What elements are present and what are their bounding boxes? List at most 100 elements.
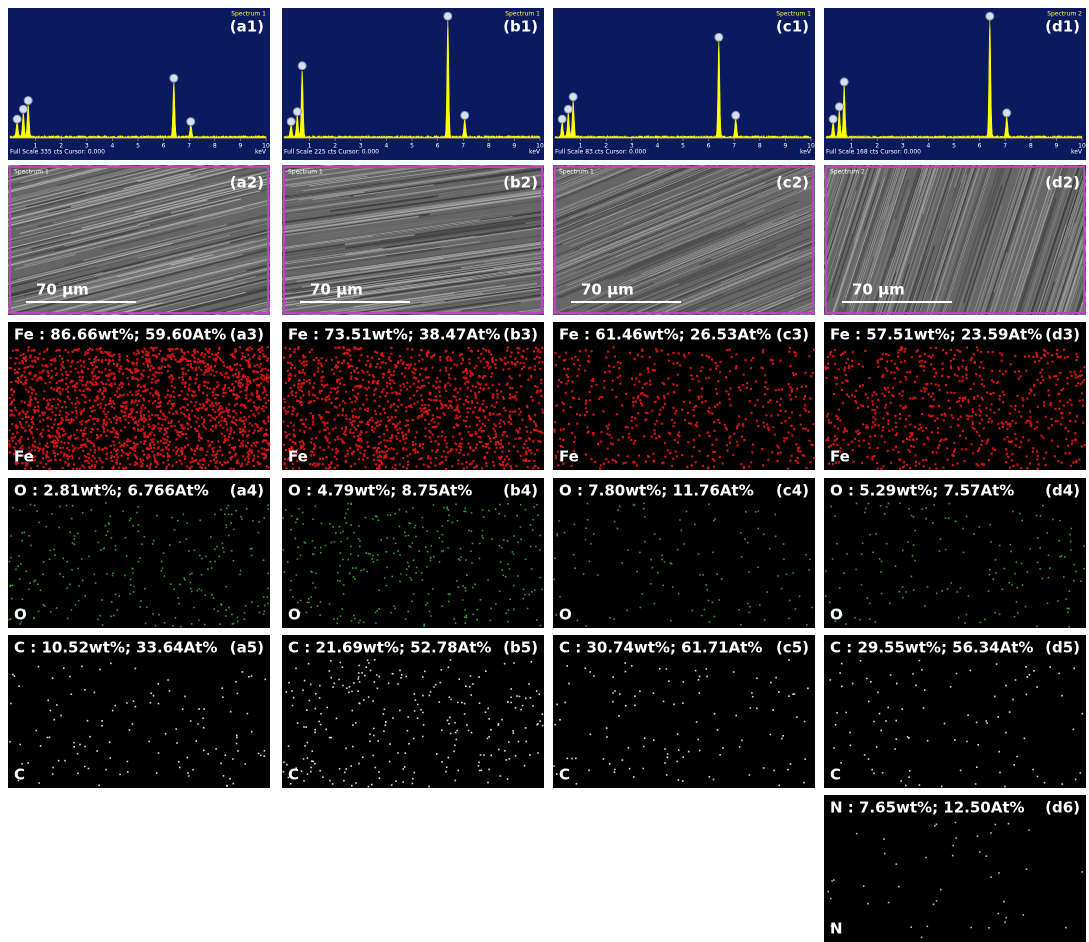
spectrum-footer: Full Scale 225 cts Cursor: 0.000	[284, 149, 379, 156]
peak-marker	[569, 93, 577, 101]
map-bg	[553, 322, 815, 470]
peak-marker	[298, 62, 306, 70]
axis-tick-label: 8	[758, 143, 762, 150]
map-element: O	[830, 606, 843, 624]
axis-tick-label: 6	[978, 143, 982, 150]
map-title: C : 30.74wt%; 61.71At%	[559, 639, 762, 657]
panel-label: (a2)	[230, 174, 264, 192]
map-element: Fe	[14, 448, 34, 466]
peak-marker	[170, 74, 178, 82]
map-title: Fe : 86.66wt%; 59.60At%	[14, 326, 226, 344]
map-element: Fe	[288, 448, 308, 466]
map-element: O	[288, 606, 301, 624]
panel-label: (d6)	[1045, 799, 1080, 817]
panel-label: (d5)	[1045, 639, 1080, 657]
spectrum-name: Spectrum 1	[231, 11, 266, 18]
axis-tick-label: 9	[1054, 143, 1058, 150]
map-title: N : 7.65wt%; 12.50At%	[830, 799, 1025, 817]
map-bg	[824, 478, 1086, 628]
panel-label: (a5)	[230, 639, 264, 657]
panel-label: (b1)	[503, 18, 538, 36]
peak-marker	[287, 118, 295, 126]
panel-label: (b3)	[503, 326, 538, 344]
axis-tick-label: 4	[655, 143, 659, 150]
axis-tick-label: 9	[238, 143, 242, 150]
map-title: C : 29.55wt%; 56.34At%	[830, 639, 1033, 657]
axis-tick-label: 5	[681, 143, 685, 150]
scale-bar-label: 70 µm	[310, 281, 363, 299]
axis-unit: keV	[529, 149, 541, 156]
map-bg	[824, 322, 1086, 470]
map-element: C	[830, 766, 841, 784]
panel-label: (c5)	[776, 639, 809, 657]
spectrum-name: Spectrum 2	[1047, 11, 1082, 18]
axis-tick-label: 7	[1003, 143, 1007, 150]
figure: 12345678910keVFull Scale 335 cts Cursor:…	[0, 0, 1089, 942]
map-title: O : 5.29wt%; 7.57At%	[830, 482, 1014, 500]
peak-marker	[715, 33, 723, 41]
map-bg	[824, 635, 1086, 788]
spectrum-footer: Full Scale 335 cts Cursor: 0.000	[10, 149, 105, 156]
axis-tick-label: 6	[436, 143, 440, 150]
panel-label: (b2)	[503, 174, 538, 192]
map-bg	[824, 795, 1086, 942]
panel-label: (c3)	[776, 326, 809, 344]
panel-label: (d3)	[1045, 326, 1080, 344]
axis-tick-label: 7	[461, 143, 465, 150]
axis-tick-label: 5	[410, 143, 414, 150]
peak-marker	[829, 115, 837, 123]
panel-label: (d1)	[1045, 18, 1080, 36]
scale-bar-label: 70 µm	[852, 281, 905, 299]
map-title: O : 4.79wt%; 8.75At%	[288, 482, 472, 500]
sem-name: Spectrum 2	[830, 169, 865, 176]
panel-label: (d2)	[1045, 174, 1080, 192]
map-element: O	[559, 606, 572, 624]
map-title: O : 2.81wt%; 6.766At%	[14, 482, 209, 500]
peak-marker	[444, 12, 452, 20]
map-element: Fe	[559, 448, 579, 466]
axis-unit: keV	[1071, 149, 1083, 156]
map-title: Fe : 73.51wt%; 38.47At%	[288, 326, 500, 344]
axis-tick-label: 6	[162, 143, 166, 150]
sem-name: Spectrum 1	[288, 169, 323, 176]
map-element: C	[14, 766, 25, 784]
axis-tick-label: 8	[487, 143, 491, 150]
peak-marker	[24, 97, 32, 105]
map-element: O	[14, 606, 27, 624]
axis-tick-label: 8	[1029, 143, 1033, 150]
axis-unit: keV	[800, 149, 812, 156]
spectrum-name: Spectrum 1	[505, 11, 540, 18]
panel-label: (a1)	[230, 18, 264, 36]
map-element: C	[288, 766, 299, 784]
axis-tick-label: 9	[783, 143, 787, 150]
peak-marker	[13, 115, 21, 123]
axis-tick-label: 6	[707, 143, 711, 150]
peak-marker	[19, 105, 27, 113]
map-title: C : 21.69wt%; 52.78At%	[288, 639, 491, 657]
map-element: Fe	[830, 448, 850, 466]
panel-label: (c4)	[776, 482, 809, 500]
peak-marker	[835, 103, 843, 111]
sem-name: Spectrum 1	[559, 169, 594, 176]
peak-marker	[293, 108, 301, 116]
axis-tick-label: 4	[384, 143, 388, 150]
axis-tick-label: 4	[926, 143, 930, 150]
axis-tick-label: 5	[952, 143, 956, 150]
spectrum-name: Spectrum 1	[776, 11, 811, 18]
map-title: Fe : 61.46wt%; 26.53At%	[559, 326, 771, 344]
panel-label: (c1)	[776, 18, 809, 36]
peak-marker	[840, 78, 848, 86]
axis-tick-label: 4	[110, 143, 114, 150]
map-title: Fe : 57.51wt%; 23.59At%	[830, 326, 1042, 344]
peak-marker	[187, 118, 195, 126]
axis-tick-label: 5	[136, 143, 140, 150]
peak-marker	[986, 12, 994, 20]
map-bg	[553, 635, 815, 788]
peak-marker	[732, 111, 740, 119]
panel-label: (d4)	[1045, 482, 1080, 500]
spectrum-footer: Full Scale 168 cts Cursor: 0.000	[826, 149, 921, 156]
axis-tick-label: 8	[213, 143, 217, 150]
panel-label: (b5)	[503, 639, 538, 657]
panel-label: (c2)	[776, 174, 809, 192]
spectrum-footer: Full Scale 83 cts Cursor: 0.000	[555, 149, 646, 156]
